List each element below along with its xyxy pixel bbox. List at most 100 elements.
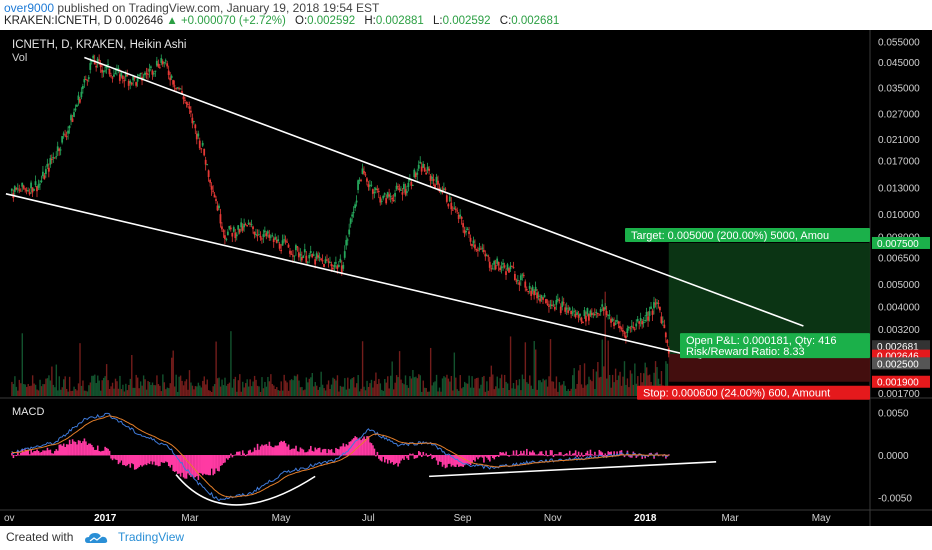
- candle-body: [490, 268, 493, 270]
- volume-bar: [498, 388, 500, 396]
- candle-body: [598, 314, 601, 316]
- macd-histogram-bar: [592, 455, 595, 456]
- volume-bar: [245, 383, 247, 396]
- volume-bar: [574, 388, 577, 396]
- volume-bar: [267, 376, 269, 396]
- volume-bar: [196, 386, 198, 396]
- volume-bar: [634, 363, 636, 396]
- volume-bar: [333, 378, 336, 396]
- candle-body: [626, 328, 629, 334]
- macd-histogram-bar: [268, 441, 271, 456]
- candle-body: [559, 306, 562, 313]
- macd-histogram-bar: [108, 450, 111, 456]
- macd-histogram-bar: [435, 455, 438, 461]
- candle-body: [178, 88, 180, 90]
- macd-histogram-bar: [193, 455, 195, 478]
- volume-bar: [169, 383, 171, 396]
- macd-histogram-bar: [579, 455, 581, 457]
- candle-body: [191, 117, 194, 124]
- price-tick-label: 0.004000: [878, 303, 920, 314]
- volume-bar: [561, 384, 564, 396]
- upper-trendline[interactable]: [84, 56, 804, 327]
- candle-body: [428, 168, 430, 171]
- candle-body: [502, 262, 504, 265]
- macd-histogram-bar: [400, 455, 402, 461]
- candle-body: [132, 76, 135, 81]
- macd-trendline[interactable]: [429, 461, 717, 478]
- macd-bottom-arc[interactable]: [175, 474, 316, 506]
- volume-bar: [614, 368, 617, 396]
- stop-label-box[interactable]: [637, 385, 870, 400]
- macd-histogram-bar: [61, 445, 64, 456]
- macd-histogram-bar: [493, 455, 496, 460]
- lower-trendline[interactable]: [5, 193, 702, 359]
- candle-body: [22, 185, 25, 189]
- volume-bar: [304, 389, 306, 396]
- candle-body: [283, 239, 285, 241]
- volume-bar: [360, 388, 362, 396]
- macd-histogram-bar: [162, 455, 164, 463]
- macd-histogram-bar: [422, 451, 425, 456]
- candle-body: [209, 179, 212, 183]
- macd-histogram-bar: [76, 444, 78, 456]
- volume-bar: [108, 388, 111, 396]
- time-tick-label: May: [812, 513, 831, 524]
- macd-histogram-bar: [426, 455, 429, 457]
- macd-histogram-bar: [410, 454, 413, 456]
- price-tick-label: 0.006500: [878, 253, 920, 264]
- volume-bar: [42, 384, 44, 396]
- macd-histogram-bar: [434, 455, 436, 458]
- macd-histogram-bar: [527, 455, 530, 456]
- volume-bar: [523, 379, 525, 396]
- candle-body: [505, 271, 507, 275]
- macd-histogram-bar: [450, 455, 453, 467]
- candle-body: [150, 66, 152, 68]
- pnl-label-box[interactable]: [680, 333, 870, 359]
- volume-bar: [191, 385, 194, 396]
- candle-body: [70, 115, 72, 121]
- volume-bar: [520, 390, 522, 396]
- volume-bar: [95, 383, 97, 396]
- volume-bar: [165, 389, 167, 396]
- candle-body: [556, 299, 559, 301]
- candle-body: [203, 148, 206, 156]
- macd-histogram-bar: [409, 453, 411, 456]
- target-label-box[interactable]: [625, 227, 870, 242]
- macd-histogram-bar: [157, 455, 160, 467]
- volume-bar: [495, 386, 497, 396]
- candle-body: [138, 74, 140, 77]
- chart-area[interactable]: Target: 0.005000 (200.00%) 5000, Amou Ope…: [0, 30, 932, 526]
- candle-body: [157, 63, 160, 67]
- candle-body: [509, 265, 512, 270]
- candle-body: [108, 69, 111, 75]
- price-change: +0.000070 (+2.72%): [180, 15, 286, 27]
- macd-histogram-bar: [15, 455, 18, 457]
- candle-body: [58, 148, 61, 151]
- candle-body: [478, 248, 481, 250]
- volume-bar: [542, 378, 544, 396]
- volume-bar: [222, 385, 225, 396]
- volume-bar: [173, 386, 176, 396]
- macd-histogram-bar: [259, 446, 262, 456]
- macd-histogram-bar: [386, 455, 389, 464]
- candle-body: [139, 73, 142, 75]
- macd-histogram-bar: [585, 452, 587, 456]
- macd-histogram-bar: [236, 451, 238, 456]
- volume-bar: [350, 379, 352, 396]
- volume-bar: [583, 363, 586, 396]
- macd-histogram-bar: [200, 455, 203, 474]
- candle-body: [71, 118, 74, 122]
- candle-body: [56, 146, 59, 152]
- candle-body: [39, 183, 41, 185]
- candle-body: [574, 314, 577, 318]
- author-link[interactable]: over9000: [4, 1, 55, 15]
- volume-bar: [321, 384, 324, 396]
- chart-svg[interactable]: Target: 0.005000 (200.00%) 5000, Amou Ope…: [0, 30, 932, 526]
- volume-bar: [560, 385, 562, 396]
- tradingview-brand[interactable]: TradingView: [118, 530, 185, 544]
- tradingview-cloud-icon[interactable]: [84, 531, 114, 545]
- macd-histogram-bar: [122, 455, 124, 466]
- candle-body: [472, 240, 475, 244]
- candle-body: [460, 216, 463, 220]
- macd-histogram-bar: [116, 455, 118, 460]
